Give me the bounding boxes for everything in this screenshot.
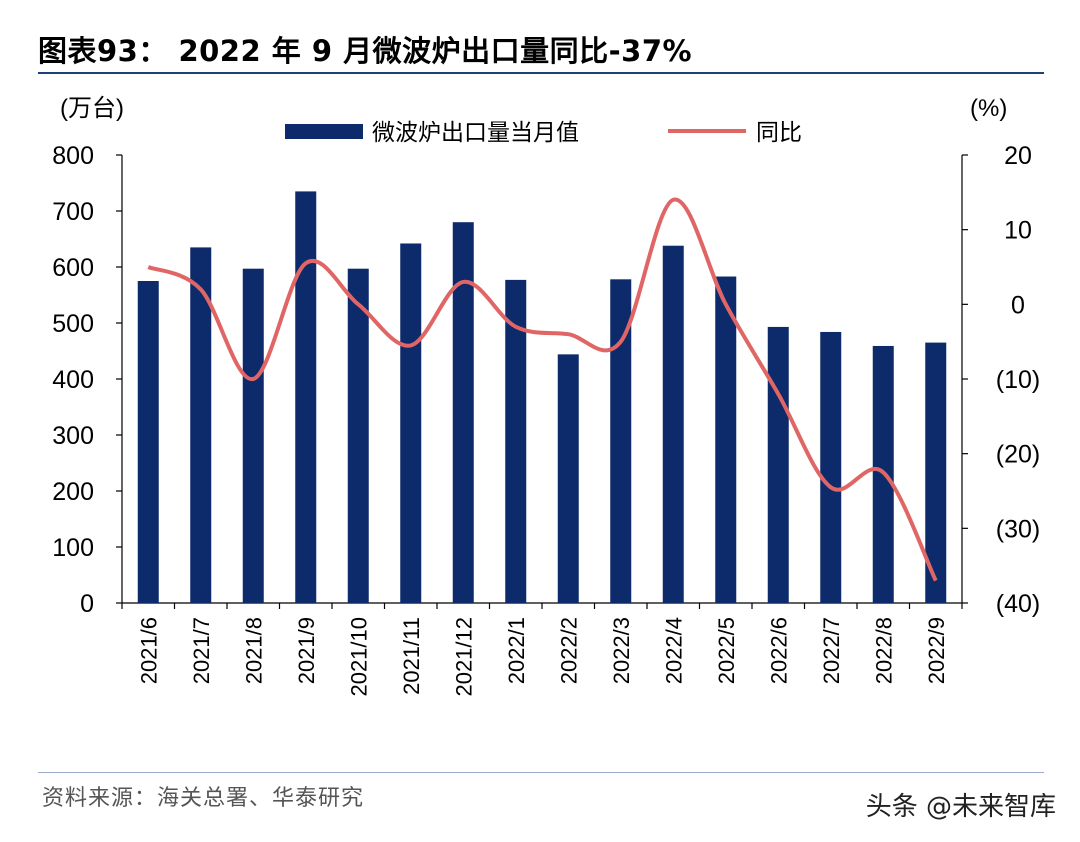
x-tick-label: 2021/7 <box>189 617 214 684</box>
x-tick-label: 2021/6 <box>136 617 161 684</box>
legend: 微波炉出口量当月值 同比 <box>285 119 802 145</box>
left-axis-unit: (万台) <box>60 95 124 122</box>
x-tick-label: 2021/11 <box>399 617 424 695</box>
bar <box>715 276 737 603</box>
x-tick-label: 2021/8 <box>241 617 266 684</box>
left-tick-label: 100 <box>52 534 94 562</box>
bar <box>505 279 527 603</box>
title-divider <box>38 72 1044 74</box>
x-tick-label: 2022/9 <box>924 617 949 684</box>
right-tick-label: 0 <box>1011 291 1025 319</box>
bar <box>295 191 317 603</box>
footer-divider <box>38 772 1044 773</box>
left-tick-label: 0 <box>80 590 94 618</box>
legend-bar-label: 微波炉出口量当月值 <box>372 119 579 145</box>
yoy-line <box>147 197 938 582</box>
x-tick-label: 2022/2 <box>556 617 581 684</box>
right-tick-label: 20 <box>1004 142 1032 170</box>
bar <box>242 268 264 603</box>
bar <box>767 326 789 603</box>
bar <box>820 331 842 603</box>
x-tick-label: 2022/3 <box>609 617 634 684</box>
right-tick-label: 10 <box>1004 217 1032 245</box>
left-tick-label: 800 <box>52 142 94 170</box>
bar <box>400 243 422 604</box>
bar <box>190 247 212 603</box>
chart-title: 图表93： 2022 年 9 月微波炉出口量同比-37% <box>38 34 693 68</box>
left-tick-label: 500 <box>52 310 94 338</box>
bar <box>662 245 684 603</box>
bar <box>557 354 579 603</box>
x-tick-label: 2022/5 <box>714 617 739 684</box>
bar <box>137 281 159 603</box>
left-tick-label: 700 <box>52 198 94 226</box>
watermark: 头条 @未来智库 <box>865 792 1056 822</box>
bar <box>610 279 632 603</box>
right-tick-label: (40) <box>996 590 1040 618</box>
source-note: 资料来源：海关总署、华泰研究 <box>42 786 365 811</box>
right-tick-label: (20) <box>996 441 1040 469</box>
left-tick-label: 200 <box>52 478 94 506</box>
left-tick-label: 300 <box>52 422 94 450</box>
x-tick-label: 2022/1 <box>504 617 529 684</box>
bar <box>347 268 369 603</box>
right-axis-unit: (%) <box>970 95 1007 122</box>
x-tick-label: 2022/6 <box>766 617 791 684</box>
x-tick-label: 2021/10 <box>346 617 371 697</box>
x-tick-label: 2021/9 <box>294 617 319 684</box>
x-tick-label: 2022/8 <box>871 617 896 684</box>
right-tick-label: (10) <box>996 366 1040 394</box>
bar <box>925 342 947 603</box>
x-tick-label: 2021/12 <box>451 617 476 697</box>
left-tick-label: 600 <box>52 254 94 282</box>
legend-line-label: 同比 <box>756 119 802 145</box>
x-tick-label: 2022/4 <box>661 617 686 684</box>
right-tick-label: (30) <box>996 515 1040 543</box>
legend-bar-swatch <box>285 124 363 139</box>
bar <box>452 222 474 603</box>
left-tick-label: 400 <box>52 366 94 394</box>
x-tick-label: 2022/7 <box>819 617 844 684</box>
